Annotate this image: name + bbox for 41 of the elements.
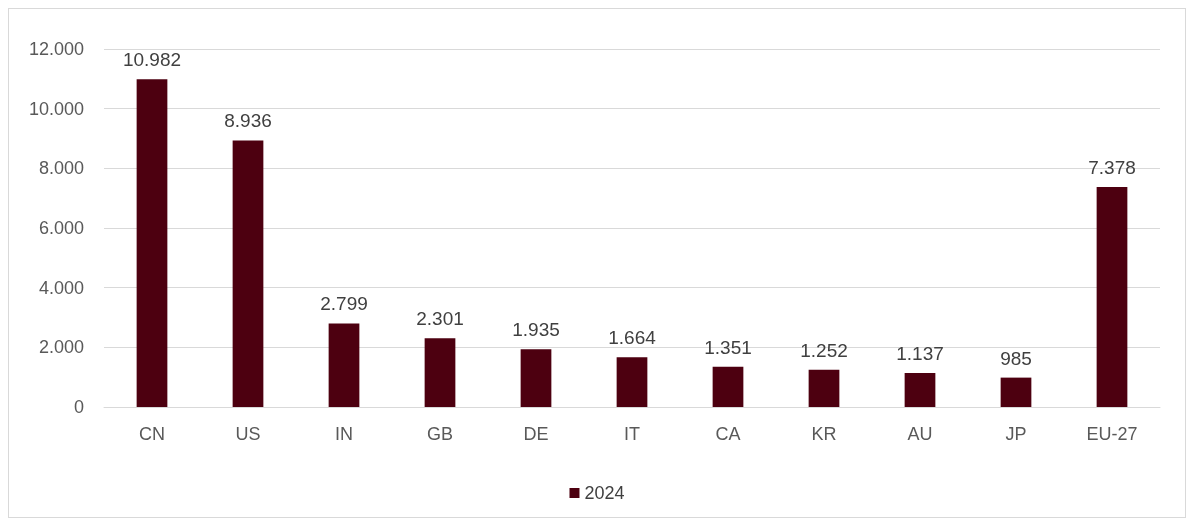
y-tick-label: 4.000: [38, 277, 84, 298]
bar: [1000, 377, 1032, 407]
y-tick-label: 2.000: [38, 337, 84, 358]
data-label: 10.982: [122, 49, 182, 71]
x-tick-label: KR: [811, 424, 837, 444]
data-label: 1.351: [704, 336, 752, 358]
data-label: 7.378: [1088, 156, 1136, 178]
bar: [520, 349, 552, 407]
y-tick-label: 12.000: [28, 39, 84, 59]
data-label: 1.137: [896, 343, 944, 365]
x-tick-label: DE: [523, 424, 549, 444]
legend-label: 2024: [584, 483, 625, 503]
x-tick-label: CA: [715, 424, 741, 444]
y-tick-label: 0: [73, 397, 84, 417]
x-tick-label: AU: [907, 424, 933, 444]
bar: [328, 323, 360, 407]
data-label: 1.664: [608, 327, 657, 349]
x-tick-label: CN: [139, 424, 165, 444]
data-label: 985: [1000, 347, 1032, 369]
y-tick-label: 10.000: [28, 98, 84, 119]
bar: [424, 338, 456, 407]
data-label: 2.301: [416, 308, 464, 330]
bar: [232, 140, 264, 407]
x-tick-label: IT: [624, 424, 640, 444]
bar: [904, 373, 936, 407]
x-tick-label: IN: [335, 424, 353, 444]
x-tick-label: US: [235, 424, 261, 444]
bar: [136, 79, 168, 407]
data-label: 8.936: [224, 110, 272, 132]
data-label: 2.799: [320, 293, 368, 315]
data-label: 1.935: [512, 319, 560, 341]
y-tick-label: 8.000: [38, 158, 84, 179]
bar: [712, 366, 744, 407]
bar: [808, 369, 840, 407]
bar: [616, 357, 648, 407]
data-label: 1.252: [800, 339, 848, 361]
x-tick-label: JP: [1005, 424, 1027, 444]
bar: [1096, 186, 1128, 407]
x-tick-label: EU-27: [1086, 424, 1138, 444]
y-tick-label: 6.000: [38, 218, 84, 238]
x-tick-label: GB: [426, 424, 454, 444]
